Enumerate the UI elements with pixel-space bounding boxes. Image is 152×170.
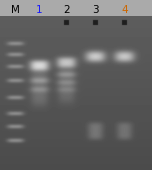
Text: 2: 2 — [64, 5, 70, 15]
Text: 3: 3 — [92, 5, 99, 15]
Text: 1: 1 — [36, 5, 43, 15]
Text: 4: 4 — [121, 5, 128, 15]
Text: M: M — [11, 5, 20, 15]
